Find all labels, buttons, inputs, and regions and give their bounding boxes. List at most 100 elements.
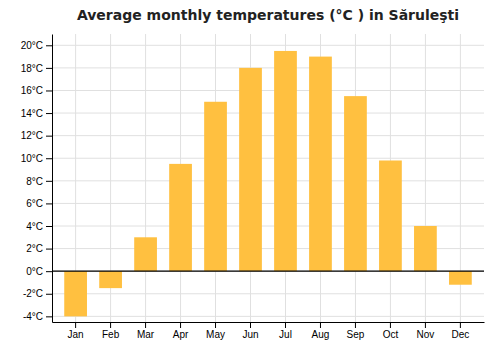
bar bbox=[379, 160, 402, 271]
y-tick: 14°C bbox=[21, 108, 52, 119]
bar bbox=[449, 271, 472, 285]
x-tick-label: Dec bbox=[451, 329, 469, 340]
y-tick-label: -2°C bbox=[23, 288, 43, 299]
grid-line bbox=[52, 45, 484, 46]
x-axis-line bbox=[53, 322, 485, 323]
x-tick-label: Jun bbox=[242, 329, 258, 340]
x-tick-label: Jul bbox=[279, 329, 292, 340]
bar bbox=[344, 96, 367, 271]
y-tick-label: 18°C bbox=[21, 63, 43, 74]
x-axis: Jan Feb Mar Apr May Jun Jul Aug Sep Oct Nov Dec bbox=[53, 322, 485, 340]
y-tick-mark bbox=[46, 181, 52, 182]
y-tick: 10°C bbox=[21, 153, 52, 164]
grid-line bbox=[52, 113, 484, 114]
x-tick: May bbox=[206, 322, 225, 340]
y-tick-mark bbox=[46, 203, 52, 204]
y-tick: 2°C bbox=[26, 243, 52, 254]
x-tick: Apr bbox=[173, 322, 189, 340]
y-tick-mark bbox=[46, 294, 52, 295]
y-tick-mark bbox=[46, 90, 52, 91]
y-tick: -4°C bbox=[23, 311, 52, 322]
y-tick-mark bbox=[46, 271, 52, 272]
x-tick: Mar bbox=[137, 322, 155, 340]
grid-line bbox=[52, 180, 484, 181]
x-tick: Jun bbox=[242, 322, 258, 340]
x-tick-mark bbox=[110, 322, 111, 328]
bar bbox=[134, 237, 157, 271]
bar bbox=[64, 271, 87, 316]
title: Average monthly temperatures (°C ) in Să… bbox=[77, 7, 459, 23]
y-tick-mark bbox=[46, 136, 52, 137]
y-tick-label: 10°C bbox=[21, 153, 43, 164]
bar bbox=[169, 164, 192, 271]
y-tick-label: 12°C bbox=[21, 130, 43, 141]
y-tick-mark bbox=[46, 113, 52, 114]
y-tick-label: 14°C bbox=[21, 108, 43, 119]
grid-line bbox=[52, 90, 484, 91]
x-tick-mark bbox=[320, 322, 321, 328]
y-tick: 18°C bbox=[21, 63, 52, 74]
grid-line bbox=[425, 34, 426, 322]
y-tick: 20°C bbox=[21, 40, 52, 51]
chart: -4°C -2°C 0°C 2°C 4°C 6°C 8°C 10°C 12°C 14°C 16°C 1… bbox=[0, 0, 500, 350]
bar bbox=[99, 271, 122, 288]
x-tick-label: Feb bbox=[102, 329, 120, 340]
x-tick-mark bbox=[355, 322, 356, 328]
chart-container: -4°C -2°C 0°C 2°C 4°C 6°C 8°C 10°C 12°C 14°C 16°C 1… bbox=[0, 0, 500, 350]
y-tick-label: 0°C bbox=[26, 266, 43, 277]
y-tick-label: 4°C bbox=[26, 221, 43, 232]
x-tick: Jul bbox=[279, 322, 292, 340]
y-axis: -4°C -2°C 0°C 2°C 4°C 6°C 8°C 10°C 12°C 14°C 16°C 1… bbox=[21, 35, 53, 323]
x-tick-label: May bbox=[206, 329, 225, 340]
y-tick-label: 8°C bbox=[26, 176, 43, 187]
x-tick: Aug bbox=[312, 322, 330, 340]
y-tick-label: 20°C bbox=[21, 40, 43, 51]
bar bbox=[239, 68, 262, 271]
x-tick-mark bbox=[460, 322, 461, 328]
bar bbox=[274, 51, 297, 271]
x-tick: Dec bbox=[451, 322, 469, 340]
x-tick-label: Oct bbox=[383, 329, 399, 340]
grid-line bbox=[52, 67, 484, 68]
y-tick-mark bbox=[46, 45, 52, 46]
y-tick: 12°C bbox=[21, 130, 52, 141]
x-tick-mark bbox=[250, 322, 251, 328]
x-tick-label: Aug bbox=[312, 329, 330, 340]
y-tick-label: 6°C bbox=[26, 198, 43, 209]
y-tick-mark bbox=[46, 226, 52, 227]
x-tick-mark bbox=[75, 322, 76, 328]
bars bbox=[52, 51, 484, 316]
x-tick-label: Sep bbox=[347, 329, 365, 340]
plot-area: -4°C -2°C 0°C 2°C 4°C 6°C 8°C 10°C 12°C 14°C 16°C 1… bbox=[21, 34, 485, 340]
grid-line bbox=[52, 203, 484, 204]
x-tick-label: Jan bbox=[68, 329, 84, 340]
y-tick: 8°C bbox=[26, 176, 52, 187]
y-tick: 0°C bbox=[26, 266, 52, 277]
x-tick-mark bbox=[145, 322, 146, 328]
x-tick-label: Nov bbox=[417, 329, 435, 340]
y-tick-mark bbox=[46, 249, 52, 250]
zero-line bbox=[52, 271, 484, 272]
y-axis-line bbox=[52, 35, 53, 323]
grid-line bbox=[52, 316, 484, 317]
x-tick: Jan bbox=[68, 322, 84, 340]
grid-line bbox=[145, 34, 146, 322]
y-tick-mark bbox=[46, 158, 52, 159]
y-tick-label: 16°C bbox=[21, 85, 43, 96]
grid bbox=[52, 34, 484, 322]
y-tick: 6°C bbox=[26, 198, 52, 209]
bar bbox=[414, 226, 437, 271]
grid-line bbox=[52, 158, 484, 159]
x-tick: Nov bbox=[417, 322, 435, 340]
y-tick: -2°C bbox=[23, 288, 52, 299]
grid-line bbox=[52, 293, 484, 294]
x-tick: Sep bbox=[347, 322, 365, 340]
y-tick-label: -4°C bbox=[23, 311, 43, 322]
grid-line bbox=[52, 271, 484, 272]
y-tick-mark bbox=[46, 316, 52, 317]
y-tick-label: 2°C bbox=[26, 243, 43, 254]
x-tick-mark bbox=[215, 322, 216, 328]
y-tick: 4°C bbox=[26, 221, 52, 232]
x-tick-mark bbox=[180, 322, 181, 328]
bar bbox=[309, 57, 332, 272]
